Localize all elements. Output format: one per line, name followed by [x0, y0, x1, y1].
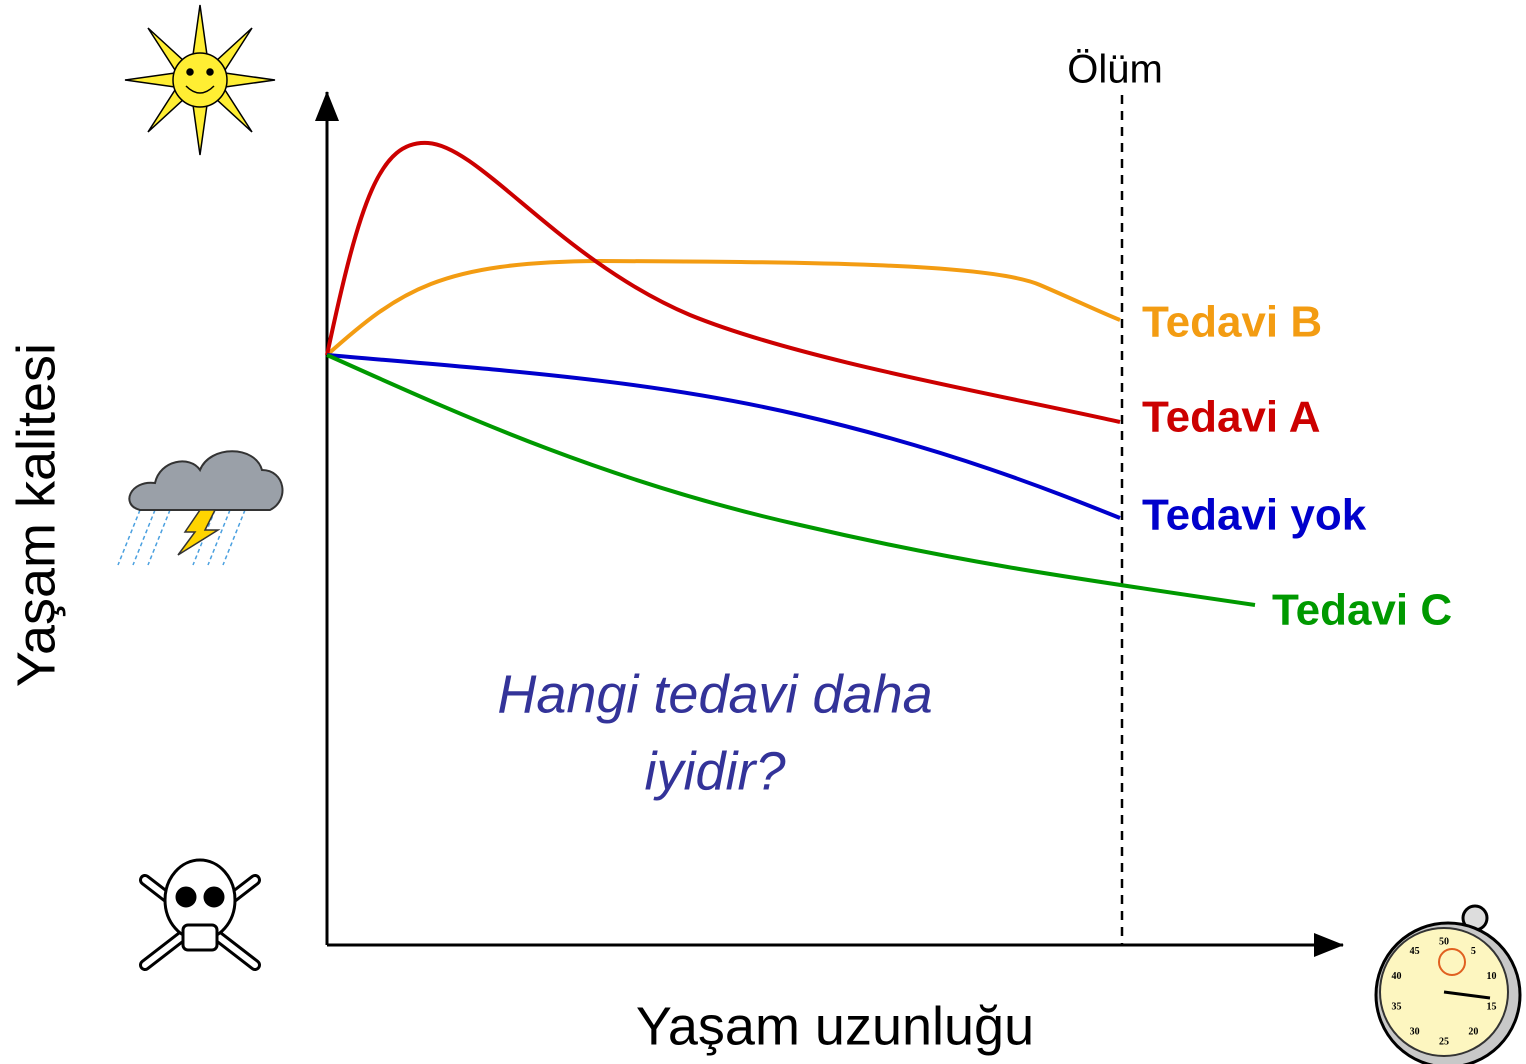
stopwatch-number: 45	[1410, 946, 1420, 957]
stopwatch-number: 25	[1439, 1036, 1449, 1047]
stopwatch-number: 10	[1487, 971, 1497, 982]
curve-label: Tedavi yok	[1142, 491, 1367, 540]
curve-label: Tedavi B	[1142, 298, 1322, 347]
curve-label: Tedavi C	[1272, 586, 1452, 635]
curve-label: Tedavi A	[1142, 393, 1321, 442]
question-line: Hangi tedavi daha	[497, 664, 932, 724]
storm-icon	[117, 450, 284, 566]
x-axis-label: Yaşam uzunluğu	[636, 996, 1034, 1056]
death-label: Ölüm	[1067, 48, 1163, 92]
stopwatch-number: 30	[1410, 1027, 1420, 1038]
curve	[325, 140, 1121, 424]
question-line: iyidir?	[644, 741, 785, 801]
y-axis-label: Yaşam kalitesi	[6, 343, 66, 687]
curve	[326, 353, 1256, 607]
stopwatch-number: 20	[1468, 1027, 1478, 1038]
stopwatch-number: 15	[1487, 1002, 1497, 1013]
stopwatch-number: 35	[1391, 1002, 1401, 1013]
skull-icon	[139, 858, 261, 971]
stopwatch-number: 40	[1391, 971, 1401, 982]
stopwatch-icon: 5 10 15 20 25 30 35 40 45 50	[1374, 904, 1522, 1064]
stopwatch-number: 5	[1471, 946, 1476, 957]
stopwatch-number: 50	[1439, 936, 1449, 947]
curve	[325, 258, 1121, 357]
curve	[326, 353, 1121, 520]
sun-icon	[124, 4, 276, 156]
